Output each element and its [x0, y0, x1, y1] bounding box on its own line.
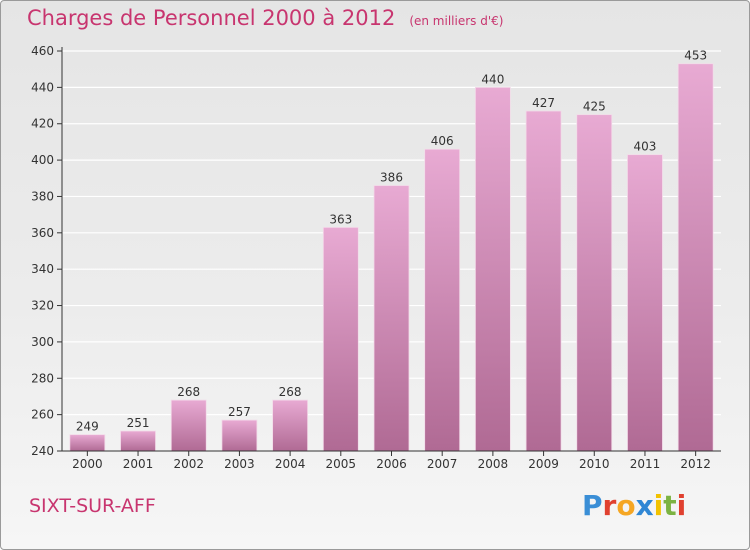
bar-2006	[373, 185, 410, 452]
bar-series	[69, 63, 714, 452]
bar-2000	[69, 434, 106, 452]
value-label-2006: 386	[380, 171, 403, 185]
value-label-2007: 406	[431, 134, 454, 148]
y-tick-label: 240	[31, 444, 54, 458]
chart-title-text: Charges de Personnel 2000 à 2012	[27, 6, 396, 30]
logo-letter: i	[653, 489, 664, 522]
x-tick-label: 2008	[478, 457, 509, 471]
x-tick-label: 2007	[427, 457, 458, 471]
x-tick-label: 2003	[224, 457, 255, 471]
bar-2010	[576, 114, 613, 452]
y-tick-label: 440	[31, 80, 54, 94]
x-tick-label: 2005	[326, 457, 357, 471]
x-tick-label: 2002	[173, 457, 204, 471]
bar-2007	[424, 148, 461, 452]
bar-2005	[322, 226, 359, 452]
value-label-2011: 403	[634, 140, 657, 154]
bar-2008	[474, 86, 511, 452]
x-tick-label: 2001	[123, 457, 154, 471]
bar-2001	[120, 430, 156, 452]
value-label-2003: 257	[228, 405, 251, 419]
bar-2009	[525, 110, 562, 452]
value-label-2008: 440	[481, 72, 504, 86]
bar-2002	[170, 399, 207, 452]
x-tick-label: 2004	[275, 457, 306, 471]
proxiti-logo: Proxiti	[582, 489, 686, 522]
logo-letter: i	[676, 489, 687, 522]
y-tick-label: 460	[31, 44, 54, 58]
y-tick-label: 340	[31, 262, 54, 276]
x-tick-label: 2006	[376, 457, 407, 471]
chart-title: Charges de Personnel 2000 à 2012 (en mill…	[27, 6, 503, 30]
y-tick-label: 420	[31, 117, 54, 131]
y-tick-label: 260	[31, 408, 54, 422]
commune-name: SIXT-SUR-AFF	[29, 495, 156, 517]
value-label-2000: 249	[76, 420, 99, 434]
logo-letter: r	[602, 489, 617, 522]
logo-letter: t	[663, 489, 677, 522]
data-labels: 249 251 268 257 268 363 386 406 440 427 425 403 453	[76, 49, 707, 434]
value-label-2005: 363	[329, 212, 352, 226]
value-label-2002: 268	[177, 385, 200, 399]
value-label-2001: 251	[127, 416, 150, 430]
x-tick-label: 2011	[630, 457, 661, 471]
value-label-2012: 453	[684, 49, 707, 63]
axes: 240 260 280 300 320 340 360 380 400 420 440 460 2000…	[31, 44, 721, 471]
value-label-2010: 425	[583, 100, 606, 114]
y-tick-label: 360	[31, 226, 54, 240]
bar-2012	[677, 63, 714, 452]
bar-2004	[272, 399, 309, 452]
value-label-2004: 268	[279, 385, 302, 399]
x-tick-label: 2009	[528, 457, 559, 471]
logo-letter: x	[635, 489, 654, 522]
y-tick-label: 400	[31, 153, 54, 167]
x-tick-label: 2012	[680, 457, 711, 471]
y-tick-label: 320	[31, 299, 54, 313]
y-tick-label: 280	[31, 371, 54, 385]
x-tick-label: 2000	[72, 457, 103, 471]
logo-letter: P	[582, 489, 603, 522]
logo-letter: o	[616, 489, 636, 522]
y-tick-label: 300	[31, 335, 54, 349]
bar-2003	[221, 419, 258, 452]
x-tick-label: 2010	[579, 457, 610, 471]
y-tick-label: 380	[31, 189, 54, 203]
value-label-2009: 427	[532, 96, 555, 110]
chart-subtitle: (en milliers d'€)	[409, 14, 504, 28]
bar-2011	[627, 154, 663, 452]
